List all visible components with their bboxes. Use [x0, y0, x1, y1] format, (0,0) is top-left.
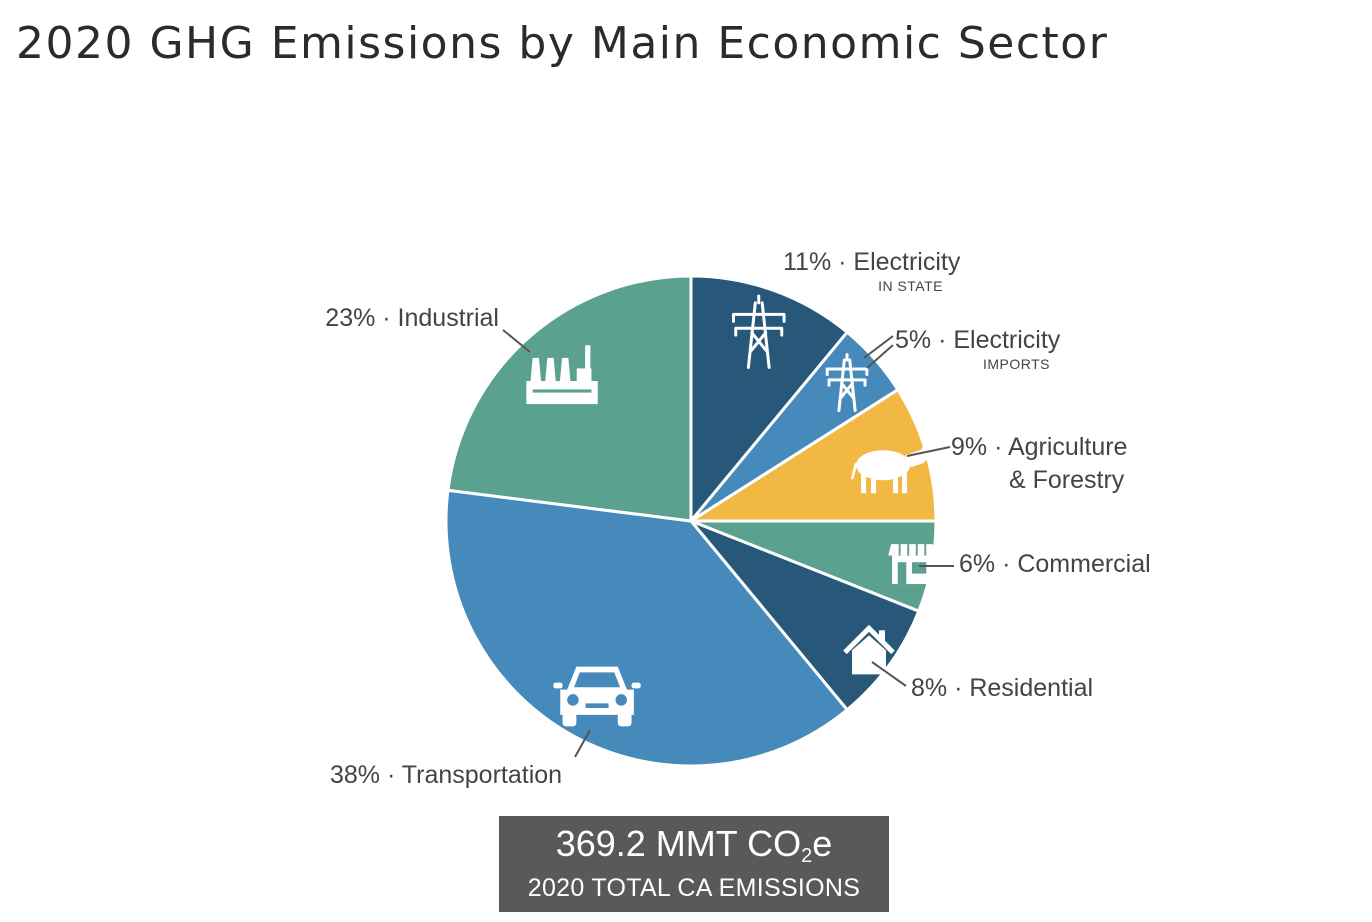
slice-label-agriculture: 9% · Agriculture	[951, 433, 1127, 461]
pie-slice-electricity-in-state	[689, 274, 850, 526]
slice-label-residential: 8% · Residential	[911, 674, 1093, 702]
slice-label-electricity-imports: 5% · Electricity	[895, 326, 1061, 354]
leader-line-transportation	[574, 729, 591, 758]
slice-label-line2-agriculture: & Forestry	[1009, 466, 1125, 494]
total-value-subscript: 2	[801, 845, 813, 867]
slice-sublabel-electricity-imports: IMPORTS	[983, 356, 1050, 372]
house-icon	[843, 624, 895, 675]
total-value-prefix: 369.2 MMT CO	[555, 823, 802, 864]
total-emissions-value: 369.2 MMT CO2e	[499, 823, 889, 867]
total-emissions-box: 369.2 MMT CO2e 2020 TOTAL CA EMISSIONS	[499, 816, 889, 912]
slice-label-industrial: 23% · Industrial	[325, 304, 499, 332]
leader-line-electricity-imports	[866, 344, 894, 369]
slice-label-transportation: 38% · Transportation	[330, 761, 562, 789]
leader-line-residential	[871, 661, 907, 687]
cow-icon	[850, 443, 930, 494]
leader-line-industrial	[502, 329, 531, 353]
total-value-suffix: e	[812, 823, 833, 864]
leader-line-agriculture	[906, 446, 951, 457]
storefront-icon	[888, 544, 936, 585]
pie-slice-transportation	[444, 488, 850, 768]
slice-label-electricity-in-state: 11% · Electricity	[783, 248, 961, 276]
factory-icon	[526, 345, 598, 405]
slice-label-commercial: 6% · Commercial	[959, 550, 1151, 578]
power-tower-icon	[825, 353, 869, 412]
page-title: 2020 GHG Emissions by Main Economic Sect…	[16, 18, 1109, 69]
power-tower-icon	[731, 294, 786, 369]
slice-sublabel-electricity-in-state: IN STATE	[878, 278, 943, 294]
total-emissions-caption: 2020 TOTAL CA EMISSIONS	[527, 874, 861, 902]
leader-line-electricity-in-state	[863, 335, 894, 359]
car-icon	[553, 666, 641, 727]
